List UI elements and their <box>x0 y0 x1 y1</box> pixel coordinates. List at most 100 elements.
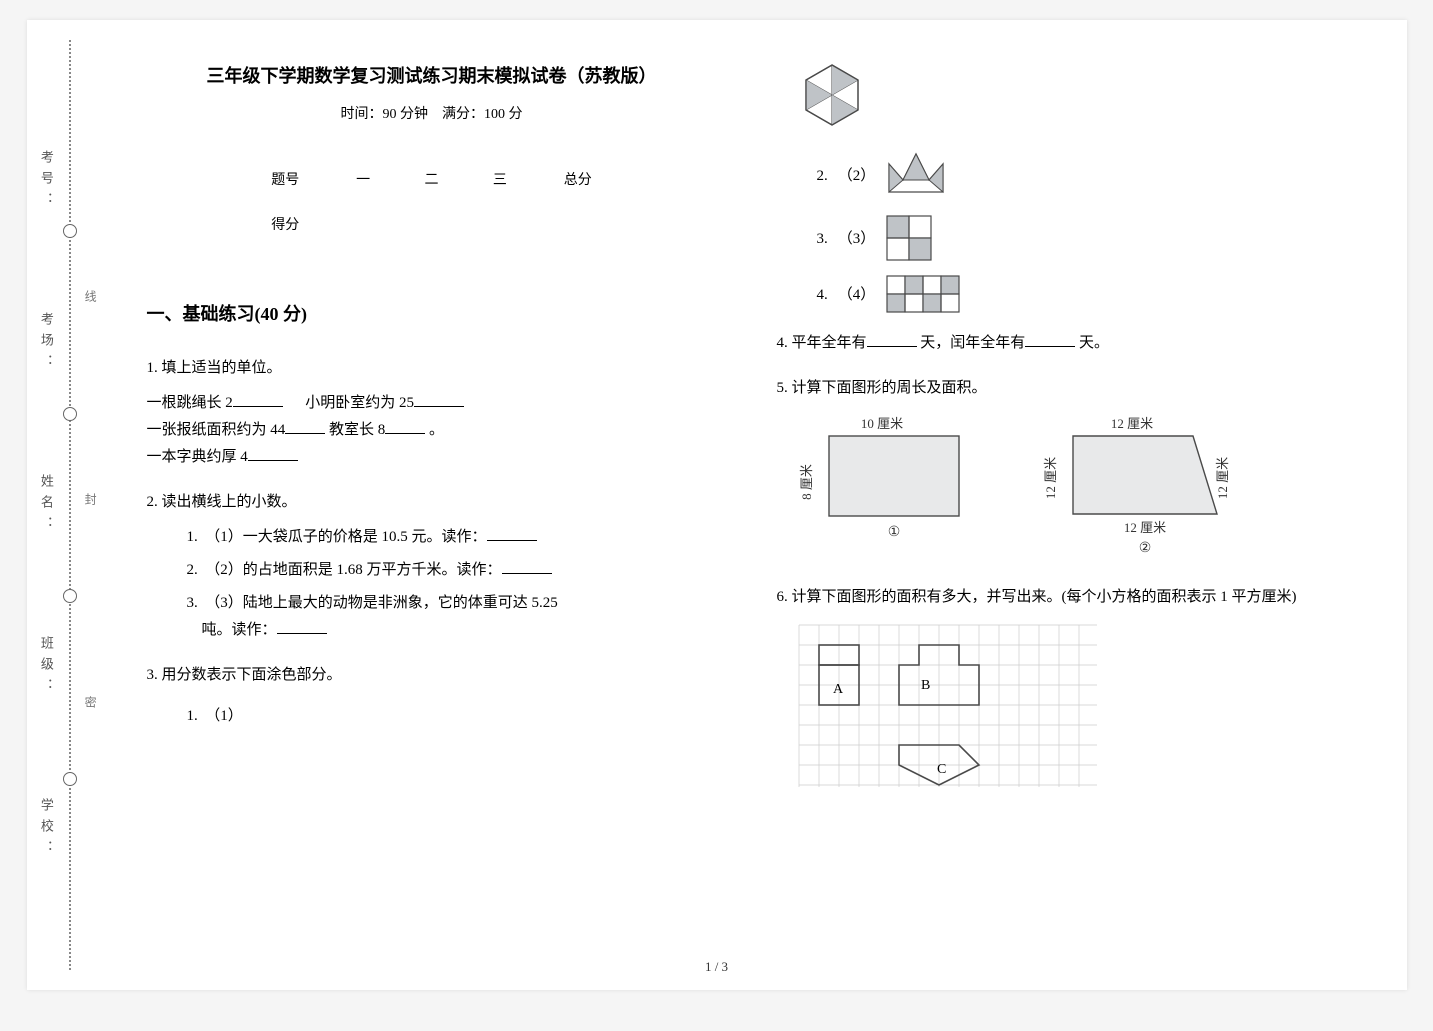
q2-item-3: 3. （3）陆地上最大的动物是非洲象，它的体重可达 5.25 吨。读作： <box>187 590 717 644</box>
blank <box>385 419 425 434</box>
q1-b-pre: 一张报纸面积约为 44 <box>147 422 286 438</box>
exam-page: 考号： 考场： 姓名： 班级： 学校： 线 封 密 三年级下学期数学复习测试练习… <box>27 20 1407 990</box>
rectangle-figure: 10 厘米 8 厘米 ① <box>797 414 967 544</box>
score-table-rowhead: 题号 <box>242 158 329 203</box>
binding-label-room: 考场： <box>35 312 58 375</box>
question-1: 1. 填上适当的单位。 一根跳绳长 2 小明卧室约为 25 一张报纸面积约为 4… <box>147 355 717 471</box>
binding-circle <box>63 224 77 238</box>
label-a: A <box>833 682 844 697</box>
q3-shape-1 <box>797 60 1347 130</box>
binding-label-class: 班级： <box>35 636 58 699</box>
q3-4-label: （4） <box>838 282 876 309</box>
blank <box>487 526 537 541</box>
q1-c-pre: 一本字典约厚 4 <box>147 449 248 465</box>
binding-circle <box>63 772 77 786</box>
binding-label-examno: 考号： <box>35 150 58 213</box>
binding-circles <box>63 20 77 990</box>
exam-subtitle: 时间：90 分钟 满分：100 分 <box>147 102 717 127</box>
q5-figures: 10 厘米 8 厘米 ① 12 厘米 12 厘米 12 厘米 12 厘米 ② <box>797 414 1347 564</box>
q3-1-num: 1. <box>187 708 198 724</box>
question-6: 6. 计算下面图形的面积有多大，并写出来。(每个小方格的面积表示 1 平方厘米)… <box>777 584 1347 793</box>
q2-item-2: 2. （2）的占地面积是 1.68 万平方千米。读作： <box>187 557 717 584</box>
q4-post: 天。 <box>1079 335 1109 351</box>
q5-stem: 5. 计算下面图形的周长及面积。 <box>777 375 1347 402</box>
binding-strip: 考号： 考场： 姓名： 班级： 学校： 线 封 密 <box>27 20 77 990</box>
q1-a-post: 小明卧室约为 25 <box>305 395 414 411</box>
blank <box>502 559 552 574</box>
fig1-left-label: 8 厘米 <box>799 464 814 500</box>
label-b: B <box>921 678 930 693</box>
blank <box>867 332 917 347</box>
q3-item-1: 1. （1） <box>187 703 717 730</box>
blank <box>277 619 327 634</box>
q1-b-end: 。 <box>429 422 444 438</box>
q2-2-num: 2. <box>187 562 198 578</box>
score-col: 总分 <box>534 158 622 203</box>
q3-4-num: 4. <box>817 282 828 309</box>
q2-list: 1. （1）一大袋瓜子的价格是 10.5 元。读作： 2. （2）的占地面积是 … <box>147 524 717 644</box>
q2-3-text: （3）陆地上最大的动物是非洲象，它的体重可达 5.25 <box>205 595 558 611</box>
fig2-num: ② <box>1138 541 1151 556</box>
q1-line-b: 一张报纸面积约为 44 教室长 8 。 <box>147 417 717 444</box>
grid-2x2-icon <box>885 214 935 264</box>
score-col: 三 <box>466 158 534 203</box>
exam-title: 三年级下学期数学复习测试练习期末模拟试卷（苏教版） <box>147 60 717 92</box>
q2-stem: 2. 读出横线上的小数。 <box>147 489 717 516</box>
q4-pre: 4. 平年全年有 <box>777 335 867 351</box>
score-cell <box>397 203 465 248</box>
q2-3-num: 3. <box>187 595 198 611</box>
content-area: 三年级下学期数学复习测试练习期末模拟试卷（苏教版） 时间：90 分钟 满分：10… <box>77 20 1407 990</box>
grid-2x4-icon <box>885 274 965 316</box>
q1-line-a: 一根跳绳长 2 小明卧室约为 25 <box>147 390 717 417</box>
q2-item-1: 1. （1）一大袋瓜子的价格是 10.5 元。读作： <box>187 524 717 551</box>
q6-stem: 6. 计算下面图形的面积有多大，并写出来。(每个小方格的面积表示 1 平方厘米) <box>777 584 1347 611</box>
grid-figure: A B C <box>797 623 1107 793</box>
fig2-left-label: 12 厘米 <box>1043 457 1058 499</box>
blank <box>414 392 464 407</box>
score-cell <box>534 203 622 248</box>
q3-item-2: 2. （2） <box>777 148 1347 204</box>
q2-3-text2: 吨。读作： <box>202 622 277 638</box>
seal-char: 封 <box>79 493 101 517</box>
q2-1-text: （1）一大袋瓜子的价格是 10.5 元。读作： <box>205 529 486 545</box>
fig2-bottom-label: 12 厘米 <box>1123 520 1165 535</box>
blank <box>285 419 325 434</box>
score-table-header: 题号 一 二 三 总分 <box>242 158 622 203</box>
fig2-right-label: 12 厘米 <box>1215 457 1230 499</box>
score-table-row: 得分 <box>242 203 622 248</box>
q6-grid: A B C <box>797 623 1347 793</box>
left-column: 三年级下学期数学复习测试练习期末模拟试卷（苏教版） 时间：90 分钟 满分：10… <box>127 60 747 970</box>
time-label: 时间：90 分钟 <box>341 107 429 122</box>
score-cell <box>466 203 534 248</box>
crown-shape-icon <box>885 148 947 204</box>
q2-1-num: 1. <box>187 529 198 545</box>
q3-1-label: （1） <box>205 708 243 724</box>
label-c: C <box>937 762 946 777</box>
seal-char: 线 <box>79 290 101 314</box>
binding-seal: 线 封 密 <box>79 20 101 990</box>
q3-3-label: （3） <box>838 226 876 253</box>
seal-char: 密 <box>79 696 101 720</box>
q3-stem: 3. 用分数表示下面涂色部分。 <box>147 662 717 689</box>
blank <box>248 446 298 461</box>
q3-item-4: 4. （4） <box>777 274 1347 316</box>
hexagon-pinwheel-icon <box>797 60 867 130</box>
fig2-top-label: 12 厘米 <box>1110 416 1152 431</box>
question-4: 4. 平年全年有 天，闰年全年有 天。 <box>777 330 1347 357</box>
score-col: 一 <box>329 158 397 203</box>
q4-mid: 天，闰年全年有 <box>920 335 1025 351</box>
fig1-num: ① <box>887 525 900 540</box>
score-cell <box>329 203 397 248</box>
question-2: 2. 读出横线上的小数。 1. （1）一大袋瓜子的价格是 10.5 元。读作： … <box>147 489 717 644</box>
blank <box>1025 332 1075 347</box>
score-col: 二 <box>397 158 465 203</box>
q2-2-text: （2）的占地面积是 1.68 万平方千米。读作： <box>205 562 501 578</box>
q3-3-num: 3. <box>817 226 828 253</box>
q1-a-pre: 一根跳绳长 2 <box>147 395 233 411</box>
fullscore-label: 满分：100 分 <box>442 107 523 122</box>
question-3: 3. 用分数表示下面涂色部分。 1. （1） <box>147 662 717 730</box>
q3-2-label: （2） <box>838 163 876 190</box>
right-column: 2. （2） 3. （3） <box>747 60 1367 970</box>
score-table-rowhead: 得分 <box>242 203 329 248</box>
q3-item-3: 3. （3） <box>777 214 1347 264</box>
